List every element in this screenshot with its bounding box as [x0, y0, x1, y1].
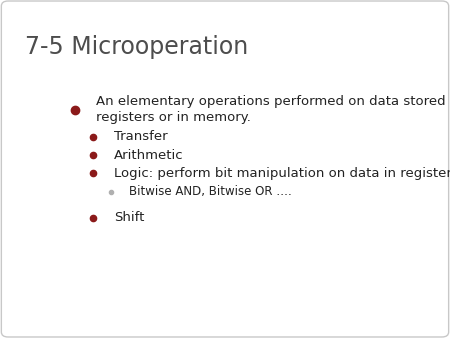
Text: Logic: perform bit manipulation on data in register: Logic: perform bit manipulation on data …	[114, 167, 450, 180]
Text: Transfer: Transfer	[114, 130, 167, 143]
Text: An elementary operations performed on data stored in
registers or in memory.: An elementary operations performed on da…	[96, 95, 450, 124]
Text: Shift: Shift	[114, 211, 144, 224]
Text: Arithmetic: Arithmetic	[114, 149, 184, 162]
Text: Bitwise AND, Bitwise OR ….: Bitwise AND, Bitwise OR ….	[130, 185, 292, 198]
Text: 7-5 Microoperation: 7-5 Microoperation	[25, 35, 248, 59]
